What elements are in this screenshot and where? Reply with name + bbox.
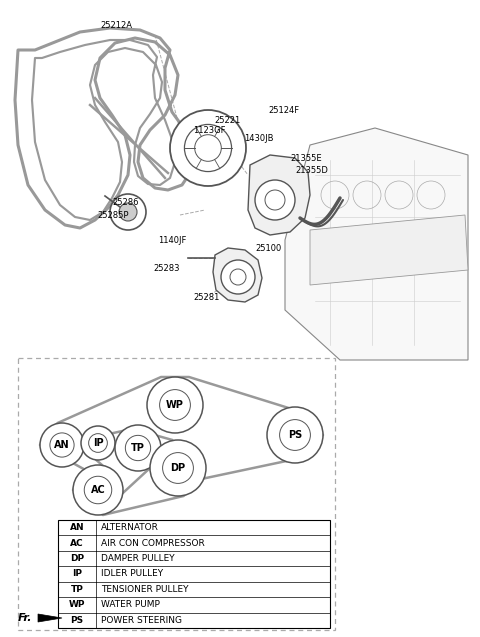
- Circle shape: [81, 426, 115, 460]
- Polygon shape: [213, 248, 262, 302]
- Text: 25221: 25221: [214, 115, 240, 124]
- Polygon shape: [248, 155, 310, 235]
- Circle shape: [255, 180, 295, 220]
- Text: IP: IP: [72, 569, 82, 578]
- Circle shape: [119, 203, 137, 221]
- Text: WP: WP: [69, 600, 85, 610]
- Text: 25281: 25281: [193, 292, 219, 301]
- Text: WP: WP: [166, 400, 184, 410]
- Polygon shape: [285, 128, 468, 360]
- Circle shape: [267, 407, 323, 463]
- Bar: [58, 520, 330, 628]
- Text: 25212A: 25212A: [100, 20, 132, 29]
- Circle shape: [115, 425, 161, 471]
- Circle shape: [73, 465, 123, 515]
- Polygon shape: [38, 614, 62, 622]
- Text: AC: AC: [70, 539, 84, 548]
- Text: TENSIONER PULLEY: TENSIONER PULLEY: [101, 585, 189, 594]
- Text: POWER STEERING: POWER STEERING: [101, 616, 182, 625]
- Text: 25286: 25286: [112, 197, 139, 206]
- Circle shape: [170, 110, 246, 186]
- Text: PS: PS: [288, 430, 302, 440]
- Circle shape: [40, 423, 84, 467]
- Text: 1140JF: 1140JF: [158, 236, 186, 245]
- Text: IDLER PULLEY: IDLER PULLEY: [101, 569, 163, 578]
- Text: TP: TP: [131, 443, 145, 453]
- Text: WATER PUMP: WATER PUMP: [101, 600, 160, 610]
- Circle shape: [150, 440, 206, 496]
- Text: DP: DP: [170, 463, 186, 473]
- Text: 25285P: 25285P: [97, 210, 129, 220]
- Text: 1430JB: 1430JB: [244, 134, 274, 143]
- Circle shape: [147, 377, 203, 433]
- Text: DAMPER PULLEY: DAMPER PULLEY: [101, 554, 175, 563]
- Text: 25124F: 25124F: [268, 106, 299, 115]
- Text: AN: AN: [70, 523, 84, 533]
- Text: AIR CON COMPRESSOR: AIR CON COMPRESSOR: [101, 539, 205, 548]
- Text: AN: AN: [54, 440, 70, 450]
- Text: AC: AC: [91, 485, 106, 495]
- Polygon shape: [310, 215, 468, 285]
- Text: 25283: 25283: [153, 264, 180, 273]
- Text: 25100: 25100: [255, 243, 281, 252]
- Text: 21355E: 21355E: [290, 154, 322, 162]
- Text: ALTERNATOR: ALTERNATOR: [101, 523, 159, 533]
- Text: PS: PS: [71, 616, 84, 625]
- Text: Fr.: Fr.: [18, 613, 33, 623]
- Text: DP: DP: [70, 554, 84, 563]
- Text: 1123GF: 1123GF: [193, 125, 226, 134]
- Text: TP: TP: [71, 585, 84, 594]
- Circle shape: [221, 260, 255, 294]
- Text: 21355D: 21355D: [295, 166, 328, 175]
- Bar: [18, 358, 335, 630]
- Circle shape: [110, 194, 146, 230]
- Text: IP: IP: [93, 438, 103, 448]
